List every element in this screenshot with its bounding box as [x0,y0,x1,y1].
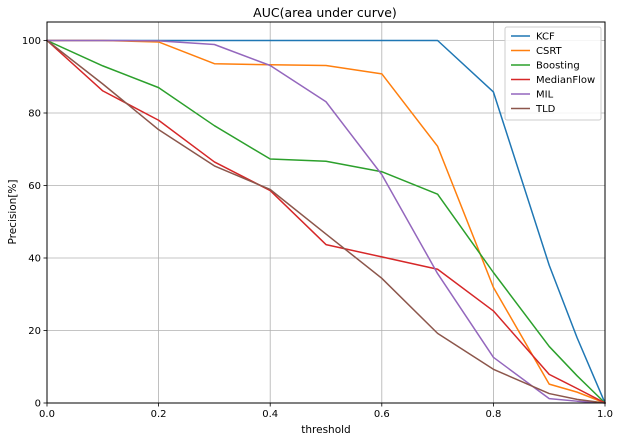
legend: KCF CSRT Boosting MedianFlow MIL TLD [504,26,602,121]
x-axis-label: threshold [301,424,350,436]
x-tick-label: 0.8 [485,409,501,420]
series-line-medianflow [45,39,607,405]
y-axis-label: Precision[%] [7,179,19,244]
x-tick-label: 0.4 [262,409,278,420]
y-tick-label: 100 [22,36,41,47]
legend-label-tld: TLD [535,104,556,115]
x-tick-label: 0.0 [39,409,55,420]
legend-label-mil: MIL [536,90,554,101]
legend-label-csrt: CSRT [536,46,563,57]
series-line-mil [46,39,606,404]
axis-ticks: 0.0 0.2 0.4 0.6 0.8 1.0 0 20 40 60 80 100 [22,36,613,420]
series-line-boosting [46,39,607,405]
legend-label-boosting: Boosting [536,61,580,72]
y-tick-label: 20 [28,326,41,337]
series-line-tld [45,39,606,404]
x-tick-label: 0.2 [151,409,167,420]
legend-label-kcf: KCF [536,32,555,43]
y-tick-label: 80 [28,109,41,120]
series-line-csrt [46,39,606,404]
plot-area-frame [46,21,606,404]
y-tick-label: 60 [28,181,41,192]
y-tick-label: 40 [28,254,41,265]
legend-label-medianflow: MedianFlow [536,75,595,86]
chart-title: AUC(area under curve) [253,5,397,20]
x-tick-label: 0.6 [374,409,390,420]
series-lines [45,39,607,405]
x-tick-label: 1.0 [597,409,613,420]
y-tick-label: 0 [35,399,41,410]
